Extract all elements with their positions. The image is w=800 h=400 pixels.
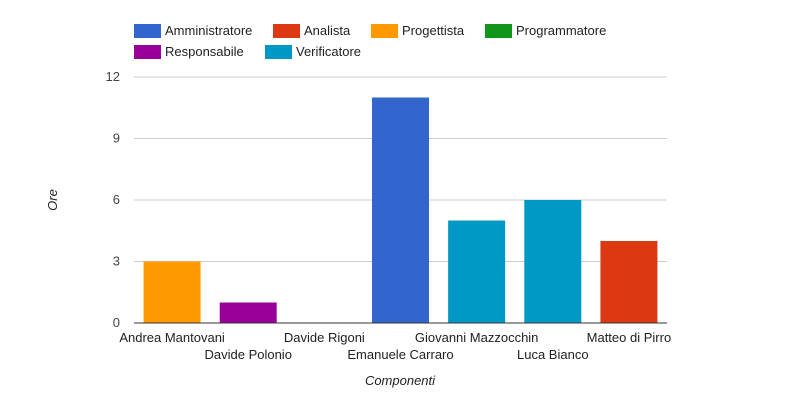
bar [143, 261, 201, 323]
x-category-label: Emanuele Carraro [347, 347, 453, 362]
y-axis-ticks: 0 3 6 9 12 [106, 69, 120, 330]
legend-swatch [371, 24, 398, 38]
legend-item: Responsabile [134, 44, 244, 59]
legend-item: Verificatore [265, 44, 361, 59]
bars [143, 97, 658, 323]
legend-swatch [134, 45, 161, 59]
chart-legend: Amministratore Analista Progettista Program… [134, 23, 606, 59]
x-category-label: Giovanni Mazzocchin [415, 330, 539, 345]
legend-label: Progettista [402, 23, 465, 38]
legend-label: Programmatore [516, 23, 606, 38]
x-axis-title: Componenti [365, 373, 436, 388]
bar [372, 97, 429, 323]
legend-label: Responsabile [165, 44, 244, 59]
legend-item: Progettista [371, 23, 465, 38]
legend-item: Programmatore [485, 23, 606, 38]
y-tick-label: 0 [113, 315, 120, 330]
y-tick-label: 3 [113, 254, 120, 269]
bar [600, 241, 658, 323]
bar [448, 220, 506, 323]
legend-label: Verificatore [296, 44, 361, 59]
y-tick-label: 6 [113, 192, 120, 207]
bar [219, 302, 277, 323]
y-axis-title: Ore [45, 189, 60, 211]
legend-swatch [265, 45, 292, 59]
legend-item: Analista [273, 23, 351, 38]
x-category-label: Andrea Mantovani [119, 330, 225, 345]
legend-item: Amministratore [134, 23, 252, 38]
x-category-label: Luca Bianco [517, 347, 589, 362]
legend-label: Amministratore [165, 23, 252, 38]
legend-swatch [273, 24, 300, 38]
y-tick-label: 12 [106, 69, 120, 84]
x-category-label: Davide Rigoni [284, 330, 365, 345]
x-category-label: Matteo di Pirro [587, 330, 672, 345]
legend-swatch [485, 24, 512, 38]
legend-label: Analista [304, 23, 351, 38]
bar [524, 200, 582, 323]
y-tick-label: 9 [113, 131, 120, 146]
x-category-label: Davide Polonio [204, 347, 291, 362]
x-axis-category-labels: Andrea Mantovani Davide Polonio Davide Rig… [119, 330, 671, 362]
legend-swatch [134, 24, 161, 38]
